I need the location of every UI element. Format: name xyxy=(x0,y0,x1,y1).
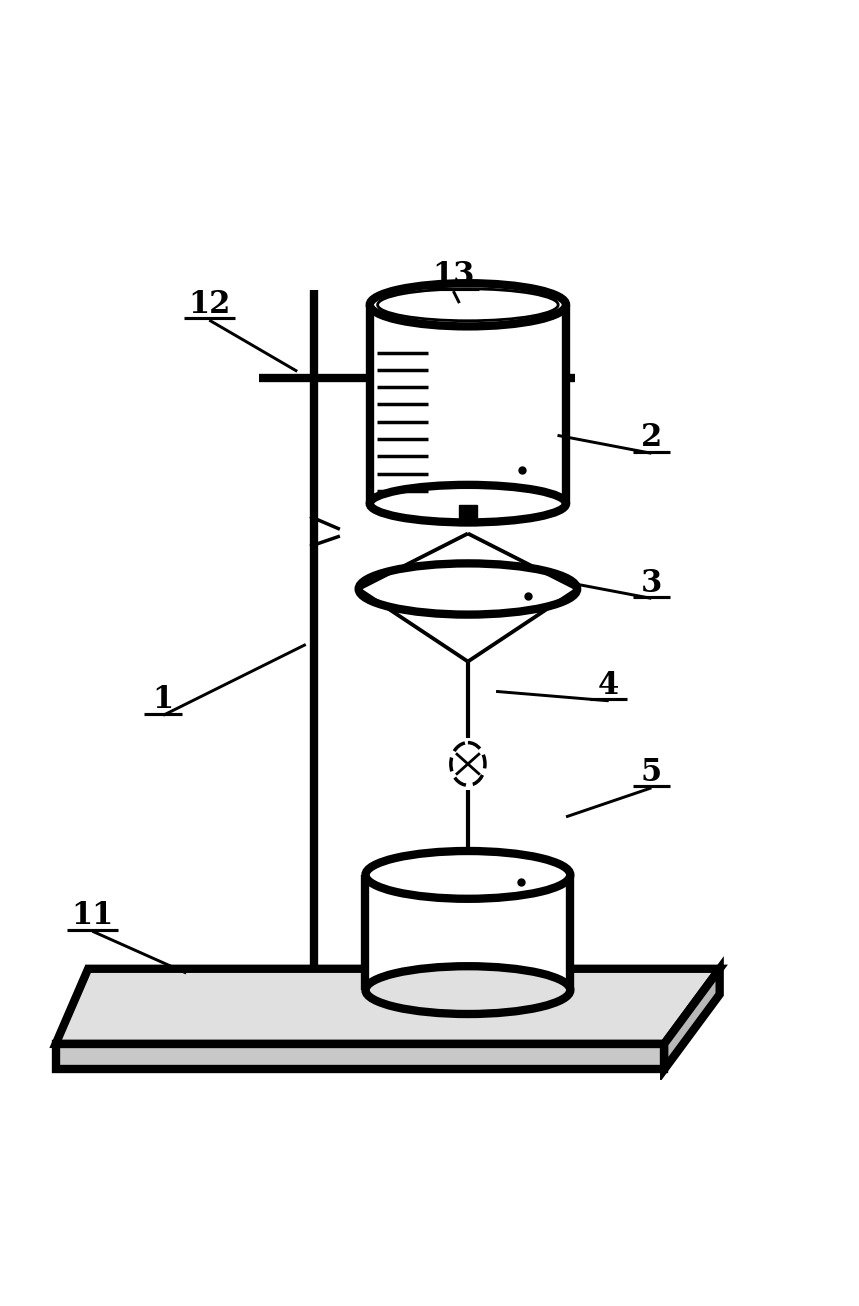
Polygon shape xyxy=(359,534,577,589)
Text: 11: 11 xyxy=(71,900,113,931)
Ellipse shape xyxy=(359,563,577,615)
Polygon shape xyxy=(56,1043,664,1070)
Text: 2: 2 xyxy=(641,422,662,453)
Text: 5: 5 xyxy=(641,757,662,788)
Bar xyxy=(459,504,478,525)
Text: 12: 12 xyxy=(188,290,230,320)
Polygon shape xyxy=(365,875,570,990)
Polygon shape xyxy=(369,304,566,504)
Polygon shape xyxy=(664,969,720,1070)
Text: 3: 3 xyxy=(641,568,662,598)
Text: 1: 1 xyxy=(153,684,174,716)
Ellipse shape xyxy=(369,485,566,522)
Text: 4: 4 xyxy=(598,670,619,701)
Ellipse shape xyxy=(365,966,570,1013)
Polygon shape xyxy=(56,969,720,1043)
Ellipse shape xyxy=(365,852,570,899)
Polygon shape xyxy=(359,589,577,662)
Text: 13: 13 xyxy=(432,260,475,291)
Ellipse shape xyxy=(369,283,566,326)
